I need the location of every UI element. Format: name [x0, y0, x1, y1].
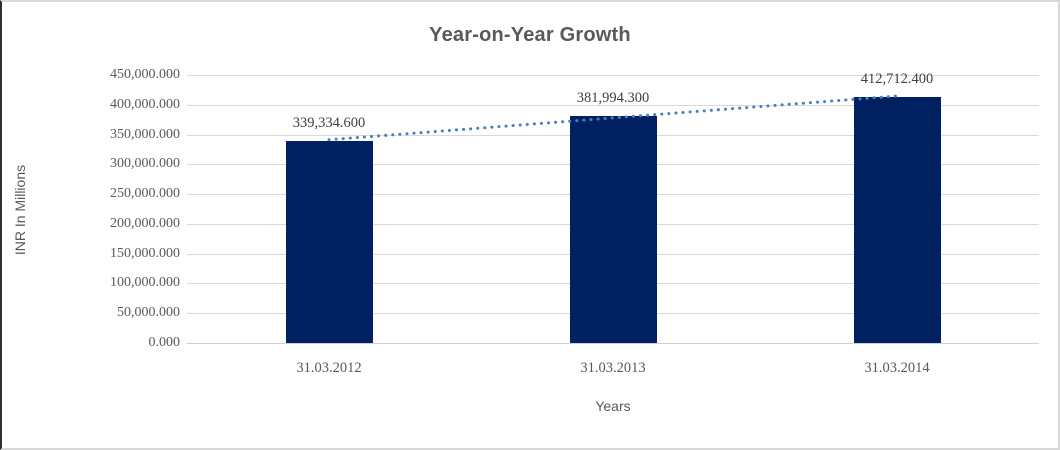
bar-31.03.2014 [853, 97, 941, 343]
y-axis-tick-label: 350,000.000 [110, 126, 180, 142]
y-axis-tick-label: 0.000 [148, 335, 181, 350]
x-axis-title: Years [595, 398, 631, 414]
bar-31.03.2013 [569, 115, 657, 343]
bar-value-label: 412,712.400 [860, 71, 934, 88]
chart-title: Year-on-Year Growth [429, 24, 631, 46]
y-axis-tick-label: 200,000.000 [110, 215, 180, 231]
x-axis-tick-label: 31.03.2012 [296, 360, 362, 376]
y-axis-tick-label: 450,000.000 [110, 67, 180, 82]
y-axis-tick-label: 150,000.000 [110, 245, 180, 261]
x-axis-line [187, 343, 1039, 344]
x-axis-tick-label: 31.03.2013 [580, 360, 646, 376]
bar-value-label: 381,994.300 [576, 89, 650, 106]
y-axis-tick-label: 50,000.000 [117, 305, 180, 321]
bar-value-label: 339,334.600 [292, 114, 366, 131]
x-axis-tick-label: 31.03.2014 [864, 360, 930, 376]
bar-31.03.2012 [285, 140, 373, 343]
y-axis-tick-label: 100,000.000 [110, 275, 180, 291]
y-axis-tick-label: 300,000.000 [110, 156, 180, 172]
y-axis-tick-label: 400,000.000 [110, 96, 180, 112]
y-axis-title: INR In Millions [12, 164, 28, 256]
y-axis-tick-label: 250,000.000 [110, 186, 180, 202]
gridline [187, 75, 1039, 76]
